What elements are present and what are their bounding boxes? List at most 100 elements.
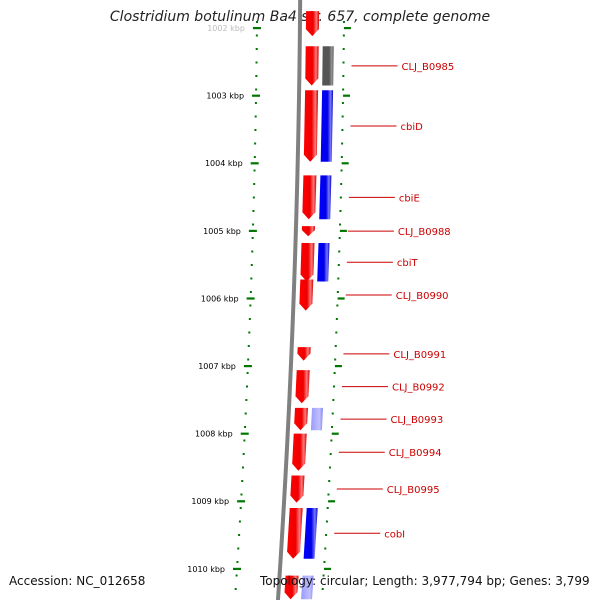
gene-label: cbiT (397, 258, 419, 269)
ring-dot (333, 372, 336, 374)
ring-dot (249, 291, 252, 293)
ring-dot (341, 129, 344, 131)
gene-label: cobI (384, 529, 405, 540)
ring-dot (253, 183, 256, 185)
gene-label: CLJ_B0988 (398, 227, 451, 238)
ring-dot (251, 250, 254, 253)
ring-dot (234, 588, 237, 590)
gene-feature (310, 407, 323, 431)
gene-label: CLJ_B0992 (392, 383, 445, 394)
ring-dot (255, 88, 258, 91)
ring-dot (246, 372, 249, 374)
ring-dot (245, 385, 248, 388)
ring-dot (255, 61, 258, 64)
ring-dot (241, 466, 244, 469)
gene-cbit (300, 243, 315, 282)
ring-dot (254, 115, 257, 118)
ring-dot (342, 34, 345, 37)
tick-label: 1002 kbp (207, 24, 245, 33)
ring-dot (255, 34, 258, 37)
ring-dot (341, 115, 344, 118)
tick-mark (233, 567, 242, 570)
gene-feature (317, 243, 330, 282)
ring-dot (254, 142, 257, 145)
gene-feature (284, 575, 299, 600)
ring-dot (321, 588, 324, 590)
ring-dot (240, 493, 243, 496)
ring-dot (331, 426, 334, 428)
ring-dot (247, 358, 250, 361)
ring-dot (342, 61, 345, 64)
gene-feature (301, 575, 314, 600)
ring-dot (238, 534, 241, 536)
ring-dot (255, 21, 258, 23)
ring-dot (334, 358, 337, 361)
gene-label: CLJ_B0994 (389, 448, 442, 459)
ring-dot (338, 237, 341, 239)
ring-dot (254, 102, 257, 104)
ring-dot (242, 453, 245, 455)
ring-dot (338, 250, 341, 253)
ring-dot (324, 547, 327, 550)
gene-cobi (287, 508, 303, 559)
tick-mark (337, 297, 345, 300)
ring-dot (252, 223, 255, 226)
ring-dot (341, 102, 344, 104)
tick-label: 1005 kbp (203, 227, 241, 236)
ring-dot (340, 156, 343, 158)
ring-dot (239, 507, 242, 509)
tick-label: 1008 kbp (195, 430, 233, 439)
ring-dot (339, 223, 342, 226)
gene-feature (305, 11, 320, 37)
tick-mark (252, 94, 261, 97)
tick-mark (339, 229, 347, 232)
gene-label: CLJ_B0990 (396, 291, 449, 302)
ring-dot (237, 547, 240, 550)
ring-dot (340, 169, 343, 172)
gene-clj_b0992 (295, 370, 310, 404)
tick-mark (248, 229, 257, 232)
ring-dot (341, 142, 344, 145)
ring-dot (253, 156, 256, 158)
ring-dot (328, 480, 331, 482)
ring-dot (332, 399, 335, 401)
ring-dot (244, 426, 247, 428)
tick-mark (240, 432, 249, 435)
tick-mark (334, 365, 342, 368)
ring-dot (342, 88, 345, 91)
ring-dot (238, 520, 241, 523)
tick-mark (343, 27, 351, 30)
ring-dot (255, 75, 258, 77)
gene-clj_b0988 (301, 226, 315, 237)
ring-dot (254, 129, 257, 131)
ring-dot (325, 534, 328, 536)
ring-dot (335, 331, 338, 334)
ring-dot (342, 75, 345, 77)
gene-cbid (303, 90, 319, 162)
ring-dot (342, 21, 345, 23)
tick-label: 1009 kbp (191, 497, 229, 506)
ring-dot (335, 318, 338, 320)
gene-clj_b0991 (297, 347, 311, 361)
ring-dot (251, 237, 254, 239)
ring-dot (330, 439, 333, 442)
tick-mark (341, 162, 349, 165)
ring-dot (252, 210, 255, 212)
ring-dot (250, 264, 253, 266)
ring-dot (342, 48, 345, 50)
backbone-curve (275, 0, 303, 600)
genome-backbone (275, 0, 303, 600)
ring-dot (331, 412, 334, 415)
ring-dot (252, 196, 255, 199)
gene-label: cbiE (399, 193, 420, 204)
tick-label: 1003 kbp (206, 92, 244, 101)
ring-dot (328, 466, 331, 469)
gene-label: CLJ_B0995 (387, 485, 440, 496)
gene-feature (303, 508, 318, 559)
tick-mark (324, 567, 332, 570)
ring-dot (334, 345, 337, 347)
ring-dot (337, 264, 340, 266)
ring-dot (243, 439, 246, 442)
ring-dot (326, 507, 329, 509)
